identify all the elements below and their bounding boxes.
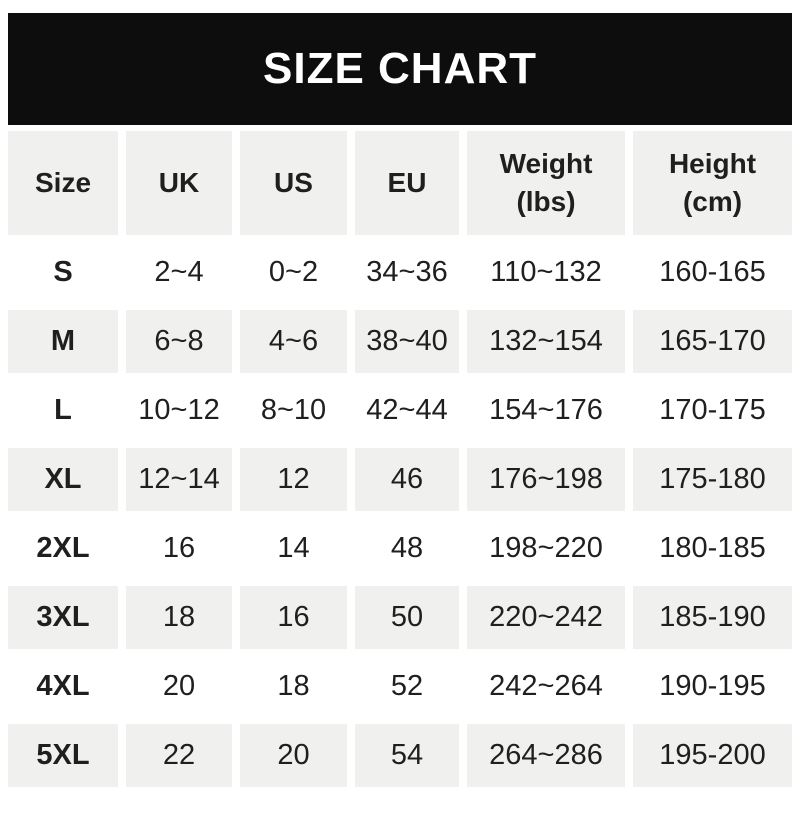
value-cell: 176~198 (467, 448, 625, 511)
column-header-eu: EU (355, 131, 459, 235)
value-cell: 154~176 (489, 394, 603, 426)
column-header-size: Size (8, 131, 118, 235)
header-row: Size UK US EU Weight (lbs) Height (cm) (8, 131, 792, 235)
value-cell: 48 (390, 532, 424, 564)
value-cell: 198~220 (489, 532, 603, 564)
column-header-height: Height (cm) (633, 131, 792, 235)
value-cell: 2~4 (154, 256, 204, 288)
value-cell: 220~242 (467, 586, 625, 649)
column-header-us: US (240, 131, 347, 235)
value-cell: 6~8 (126, 310, 232, 373)
value-cell: 20 (162, 670, 196, 702)
size-label-cell: 3XL (8, 586, 118, 649)
value-cell: 14 (277, 532, 310, 564)
size-label-cell: 2XL (36, 532, 90, 564)
value-cell: 16 (162, 532, 196, 564)
value-cell: 132~154 (467, 310, 625, 373)
value-cell: 52 (390, 670, 424, 702)
table-row: L 10~12 8~10 42~44 154~176 170-175 (8, 379, 792, 442)
value-cell: 0~2 (268, 256, 319, 288)
value-cell: 185-190 (633, 586, 792, 649)
value-cell: 195-200 (633, 724, 792, 787)
table-row: M 6~8 4~6 38~40 132~154 165-170 (8, 310, 792, 373)
table-row: S 2~4 0~2 34~36 110~132 160-165 (8, 241, 792, 304)
value-cell: 20 (240, 724, 347, 787)
value-cell: 160-165 (659, 256, 766, 288)
size-chart-banner: SIZE CHART (8, 13, 792, 125)
table-header: Size UK US EU Weight (lbs) Height (cm) (8, 131, 792, 235)
value-cell: 170-175 (659, 394, 766, 426)
value-cell: 22 (126, 724, 232, 787)
value-cell: 18 (277, 670, 310, 702)
value-cell: 180-185 (659, 532, 766, 564)
table-row: 4XL 20 18 52 242~264 190-195 (8, 655, 792, 718)
value-cell: 242~264 (489, 670, 603, 702)
value-cell: 175-180 (633, 448, 792, 511)
size-label-cell: 4XL (36, 670, 90, 702)
value-cell: 18 (126, 586, 232, 649)
value-cell: 4~6 (240, 310, 347, 373)
table-row: XL 12~14 12 46 176~198 175-180 (8, 448, 792, 511)
value-cell: 8~10 (260, 394, 327, 426)
table-row: 2XL 16 14 48 198~220 180-185 (8, 517, 792, 580)
size-chart-table: Size UK US EU Weight (lbs) Height (cm) S… (0, 125, 800, 793)
value-cell: 10~12 (138, 394, 220, 426)
size-label-cell: M (8, 310, 118, 373)
value-cell: 165-170 (633, 310, 792, 373)
column-header-uk: UK (126, 131, 232, 235)
value-cell: 46 (355, 448, 459, 511)
value-cell: 42~44 (366, 394, 448, 426)
table-row: 3XL 18 16 50 220~242 185-190 (8, 586, 792, 649)
value-cell: 50 (355, 586, 459, 649)
column-header-weight: Weight (lbs) (467, 131, 625, 235)
size-label-cell: 5XL (8, 724, 118, 787)
value-cell: 12 (240, 448, 347, 511)
size-label-cell: L (54, 394, 72, 426)
value-cell: 34~36 (366, 256, 448, 288)
value-cell: 12~14 (126, 448, 232, 511)
value-cell: 110~132 (490, 256, 602, 288)
size-label-cell: S (53, 256, 73, 288)
value-cell: 190-195 (659, 670, 766, 702)
size-label-cell: XL (8, 448, 118, 511)
value-cell: 38~40 (355, 310, 459, 373)
value-cell: 54 (355, 724, 459, 787)
page-title: SIZE CHART (263, 44, 537, 93)
value-cell: 264~286 (467, 724, 625, 787)
table-body: S 2~4 0~2 34~36 110~132 160-165 M 6~8 4~6 38~40 13… (8, 241, 792, 787)
value-cell: 16 (240, 586, 347, 649)
table-row: 5XL 22 20 54 264~286 195-200 (8, 724, 792, 787)
